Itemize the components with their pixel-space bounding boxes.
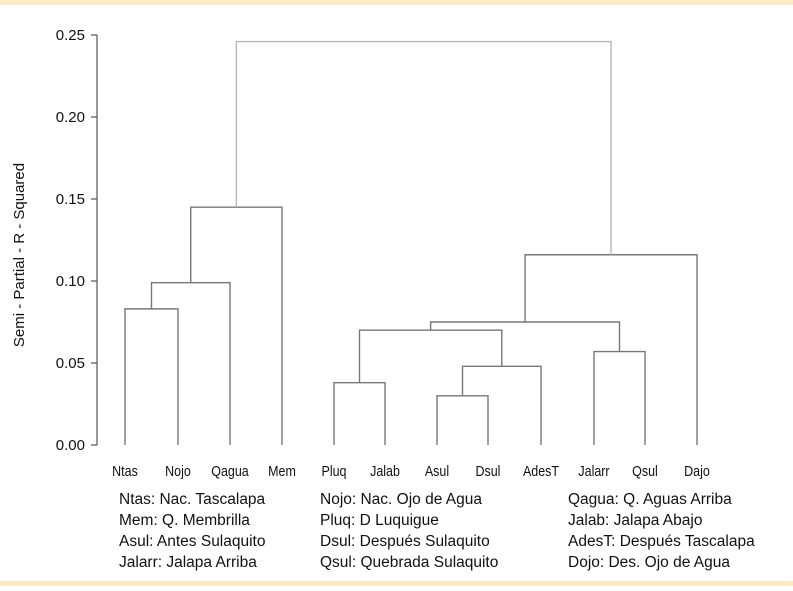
leaf-label: Ntas — [112, 463, 138, 479]
y-tick-label: 0.15 — [56, 191, 85, 208]
dendrogram-chart: Semi - Partial - R - Squared 0.00 0.05 0.1… — [11, 27, 710, 479]
legend-entry: Asul: Antes Sulaquito — [119, 533, 266, 550]
leaf-label: AdesT — [523, 463, 559, 479]
leaf-labels: Ntas Nojo Qagua Mem Pluq Jalab Asul Dsul AdesT Ja… — [112, 463, 710, 479]
dendrogram-link — [429, 321, 621, 352]
dendrogram-link — [124, 308, 179, 445]
leaf-label: Jalab — [370, 463, 400, 479]
dendrogram-link — [150, 281, 231, 445]
leaf-label: Pluq — [322, 463, 347, 479]
legend-entry: Mem: Q. Membrilla — [119, 512, 250, 529]
leaf-label: Nojo — [165, 463, 191, 479]
legend-entry: Qagua: Q. Aguas Arriba — [568, 491, 732, 508]
y-tick-label: 0.10 — [56, 273, 85, 290]
y-tick-label: 0.20 — [56, 109, 85, 126]
legend-entry: Nojo: Nac. Ojo de Agua — [320, 491, 482, 508]
legend-entry: Jalarr: Jalapa Arriba — [119, 554, 257, 571]
y-axis-label: Semi - Partial - R - Squared — [11, 163, 28, 347]
dendrogram-links — [124, 40, 698, 445]
leaf-label: Qsul — [632, 463, 658, 479]
leaf-label: Qagua — [211, 463, 249, 479]
y-tick-label: 0.05 — [56, 355, 85, 372]
legend-entry: AdesT: Después Tascalapa — [568, 533, 755, 550]
legend-entry: Qsul: Quebrada Sulaquito — [320, 554, 499, 571]
leaf-label: Jalarr — [578, 463, 610, 479]
leaf-label: Dsul — [476, 463, 501, 479]
leaf-label: Asul — [425, 463, 449, 479]
leaf-label: Mem — [268, 463, 296, 479]
dendrogram-link — [235, 40, 612, 255]
y-tick-label: 0.00 — [56, 437, 85, 454]
dendrogram-link — [333, 381, 386, 445]
y-ticks: 0.00 0.05 0.10 0.15 0.20 0.25 — [56, 27, 97, 454]
legend-entry: Dsul: Después Sulaquito — [320, 533, 490, 550]
dendrogram-link — [358, 329, 503, 383]
legend-column-2: Nojo: Nac. Ojo de Agua Pluq: D Luquigue … — [320, 489, 498, 573]
legend-entry: Dojo: Des. Ojo de Agua — [568, 554, 730, 571]
legend-entry: Ntas: Nac. Tascalapa — [119, 491, 266, 508]
dendrogram-link — [593, 350, 646, 445]
dendrogram-link — [190, 206, 283, 445]
y-tick-label: 0.25 — [56, 27, 85, 44]
leaf-label: Dajo — [684, 463, 710, 479]
legend-entry: Jalab: Jalapa Abajo — [568, 512, 703, 529]
legend-column-3: Qagua: Q. Aguas Arriba Jalab: Jalapa Aba… — [568, 489, 755, 573]
legend-entry: Pluq: D Luquigue — [320, 512, 439, 529]
legend-column-1: Ntas: Nac. Tascalapa Mem: Q. Membrilla A… — [119, 489, 266, 573]
dendrogram-link — [436, 395, 489, 445]
dendrogram-link — [461, 365, 542, 445]
dendrogram-link — [524, 254, 698, 445]
